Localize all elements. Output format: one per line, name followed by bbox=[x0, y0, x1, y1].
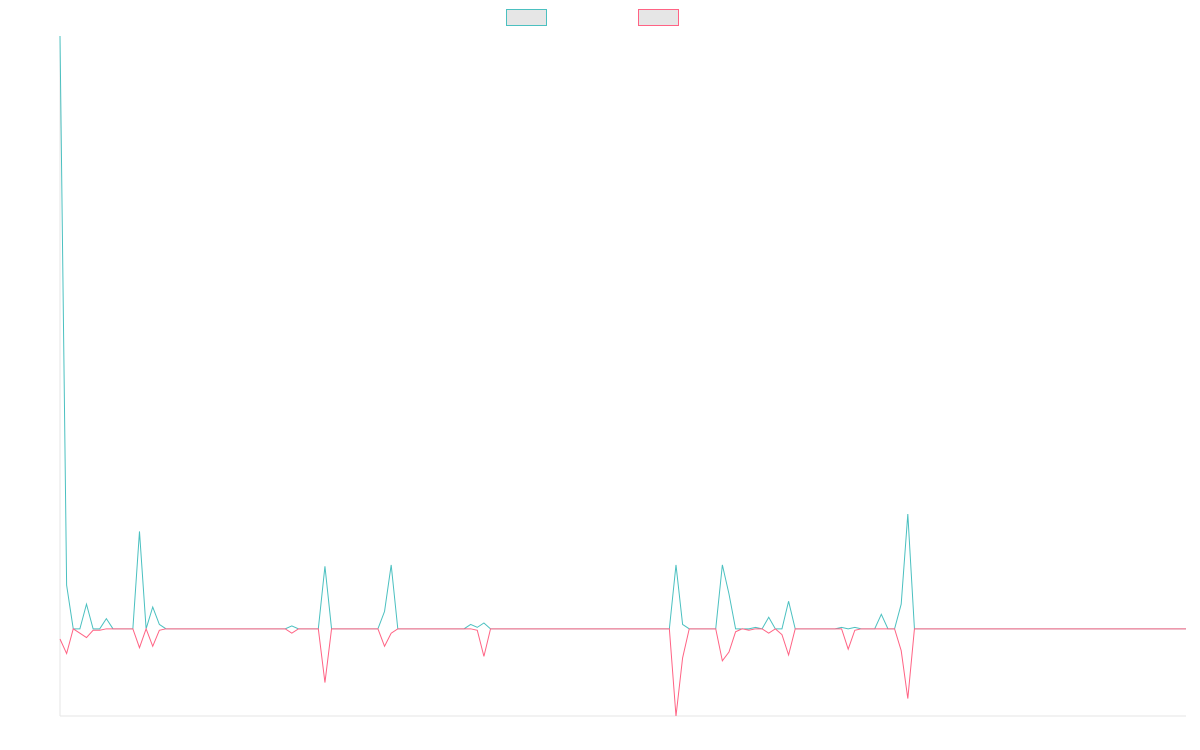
legend-swatch-1[interactable] bbox=[506, 9, 547, 26]
axes bbox=[59, 36, 1186, 717]
legend bbox=[506, 9, 679, 26]
series-line-2 bbox=[59, 627, 1186, 717]
series-line-1 bbox=[59, 35, 1186, 630]
legend-swatch-2[interactable] bbox=[638, 9, 679, 26]
series-layer bbox=[59, 35, 1186, 717]
